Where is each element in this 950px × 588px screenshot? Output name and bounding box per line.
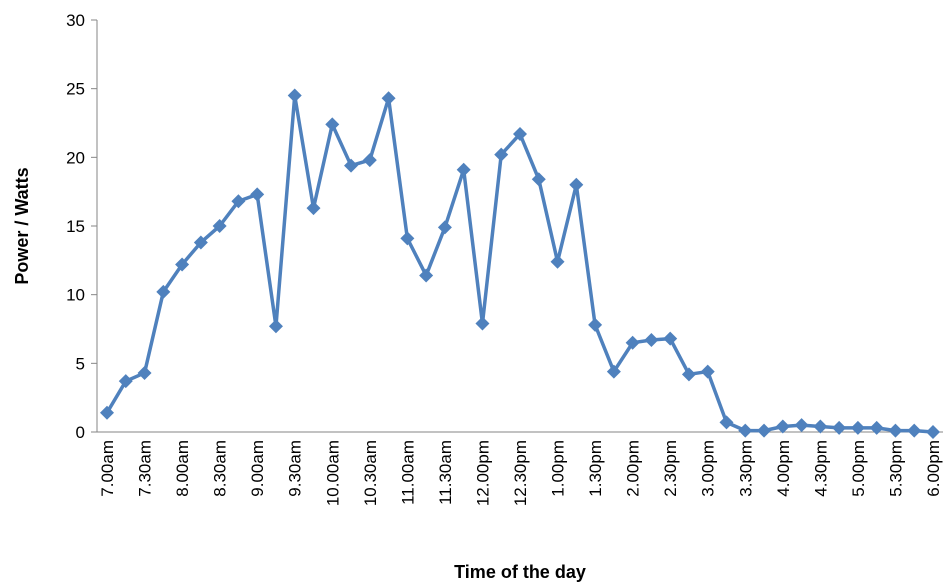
marker (681, 367, 696, 382)
x-tick-label: 9.30am (286, 440, 305, 497)
marker (100, 405, 114, 420)
x-tick-label: 9.00am (248, 440, 267, 497)
marker (644, 332, 659, 347)
marker (494, 147, 509, 162)
x-tick-label: 11.00am (398, 440, 417, 505)
marker (850, 420, 865, 435)
marker (231, 194, 246, 209)
marker (832, 420, 847, 435)
marker (700, 364, 715, 379)
y-tick-label: 30 (66, 11, 85, 30)
x-tick-label: 4.00pm (774, 440, 793, 497)
x-tick-label: 5.30pm (886, 440, 905, 497)
marker (250, 187, 265, 202)
marker (287, 88, 302, 103)
x-tick-label: 2.00pm (624, 440, 643, 497)
marker (137, 365, 152, 380)
marker (757, 423, 772, 438)
x-tick-label: 8.00am (173, 440, 192, 497)
marker (569, 177, 584, 192)
x-tick-label: 11.30am (436, 440, 455, 505)
marker (794, 418, 809, 433)
y-tick-label: 10 (66, 286, 85, 305)
y-tick-label: 0 (76, 423, 85, 442)
x-tick-label: 4.30pm (811, 440, 830, 497)
x-axis-title: Time of the day (454, 562, 586, 582)
marker (268, 319, 283, 334)
marker (400, 231, 415, 246)
marker (306, 201, 321, 216)
x-tick-label: 7.30am (136, 440, 155, 497)
marker (325, 117, 340, 132)
marker (513, 126, 527, 141)
y-tick-label: 5 (76, 354, 85, 373)
y-axis-title: Power / Watts (12, 167, 32, 284)
marker (531, 172, 546, 187)
marker (193, 235, 208, 250)
marker (775, 419, 790, 434)
y-tick-label: 25 (66, 80, 85, 99)
marker (175, 257, 190, 272)
x-tick-label: 3.30pm (736, 440, 755, 497)
marker (888, 423, 903, 438)
marker (118, 374, 133, 389)
y-tick-label: 15 (66, 217, 85, 236)
x-tick-label: 8.30am (211, 440, 230, 497)
x-tick-label: 1.30pm (586, 440, 605, 497)
marker (719, 415, 734, 430)
x-tick-label: 12.00pm (473, 440, 492, 506)
x-tick-label: 2.30pm (661, 440, 680, 497)
x-tick-label: 7.00am (98, 440, 117, 497)
marker (475, 316, 490, 331)
marker (344, 158, 359, 173)
y-tick-label: 20 (66, 148, 85, 167)
marker (663, 331, 678, 346)
x-tick-label: 10.00am (323, 440, 342, 506)
x-tick-label: 3.00pm (699, 440, 718, 497)
marker (813, 419, 828, 434)
marker (419, 268, 434, 283)
marker (212, 219, 227, 233)
x-tick-label: 10.30am (361, 440, 380, 506)
marker (625, 335, 640, 350)
marker (606, 364, 621, 379)
marker (907, 423, 922, 438)
series-line (105, 93, 934, 434)
marker (437, 220, 452, 235)
x-tick-label: 12.30pm (511, 440, 530, 506)
marker (588, 317, 603, 332)
marker (550, 254, 565, 269)
marker (869, 420, 884, 435)
marker (456, 162, 471, 177)
marker (738, 423, 753, 438)
x-tick-label: 6.00pm (924, 440, 943, 497)
marker (381, 91, 396, 106)
marker (926, 425, 940, 439)
marker (362, 153, 377, 168)
x-tick-label: 1.00pm (549, 440, 568, 497)
x-tick-label: 5.00pm (849, 440, 868, 497)
marker (156, 284, 171, 299)
